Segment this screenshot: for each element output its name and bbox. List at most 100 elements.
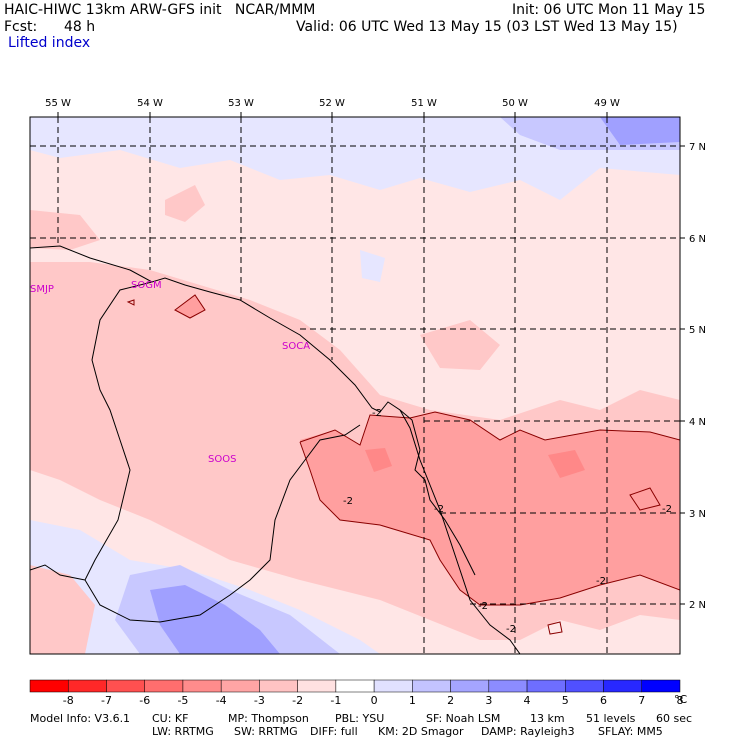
lon-label: 54 W xyxy=(137,98,163,109)
footer-sflay: SFLAY: MM5 xyxy=(598,725,663,738)
colorbar-swatch xyxy=(488,679,528,693)
lon-label: 55 W xyxy=(45,98,71,109)
lifted-index-field xyxy=(30,117,680,654)
colorbar xyxy=(29,679,681,693)
footer-damp: DAMP: Rayleigh3 xyxy=(481,725,575,738)
footer-cu: CU: KF xyxy=(152,712,189,725)
lat-label: 7 N xyxy=(689,142,706,153)
contour-label: -2 xyxy=(343,496,353,507)
footer-lw: LW: RRTMG xyxy=(152,725,214,738)
colorbar-swatch xyxy=(603,679,643,693)
footer-timestep: 60 sec xyxy=(656,712,693,725)
border-suriname xyxy=(84,281,361,623)
field-deep-blue-sw xyxy=(150,585,280,654)
contour-small-4 xyxy=(547,621,563,635)
map-frame xyxy=(29,116,681,655)
contour-small-1 xyxy=(126,299,135,306)
colorbar-swatch xyxy=(526,679,566,693)
contour-label: -2 xyxy=(506,624,516,635)
footer-sw: SW: RRTMG xyxy=(234,725,298,738)
contour-label: -2 xyxy=(434,504,444,515)
top-ticks xyxy=(57,112,608,117)
station-labels: SMJP SOGM SOCA SOOS xyxy=(30,280,310,465)
colorbar-swatch xyxy=(67,679,107,693)
footer-sf: SF: Noah LSM xyxy=(426,712,501,725)
colorbar-swatch xyxy=(259,679,298,693)
colorbar-tick-label: 2 xyxy=(447,694,455,707)
field-pink-spot-2 xyxy=(548,450,585,478)
colorbar-swatch xyxy=(29,679,69,693)
contour-small-2 xyxy=(174,294,206,319)
lat-label: 3 N xyxy=(689,509,706,520)
field-name: Lifted index xyxy=(8,35,91,51)
colorbar-swatch xyxy=(297,679,337,693)
colorbar-swatch xyxy=(641,679,681,693)
contour-label: -2 xyxy=(478,601,488,612)
lon-label: 49 W xyxy=(594,98,620,109)
footer-diff: DIFF: full xyxy=(310,725,358,738)
lon-label: 50 W xyxy=(502,98,528,109)
colorbar-tick-label: -7 xyxy=(100,694,112,707)
station-sogm: SOGM xyxy=(131,280,162,291)
valid-time: Valid: 06 UTC Wed 13 May 15 (03 LST Wed … xyxy=(296,19,678,35)
footer-pbl: PBL: YSU xyxy=(335,712,385,725)
colorbar-swatch xyxy=(106,679,145,693)
colorbar-unit: °C xyxy=(674,693,688,706)
field-pink-patch-2 xyxy=(30,210,100,250)
colorbar-tick-label: 1 xyxy=(408,694,416,707)
contour-label: -2 xyxy=(662,504,672,515)
field-pink-sw xyxy=(30,565,95,654)
colorbar-tick-label: -2 xyxy=(292,694,304,707)
colorbar-swatch xyxy=(182,679,222,693)
coastline xyxy=(30,245,521,654)
lat-label: 5 N xyxy=(689,325,706,336)
lon-labels: 55 W 54 W 53 W 52 W 51 W 50 W 49 W xyxy=(45,98,620,109)
contour-label: -2 xyxy=(596,576,606,587)
field-light-blue-patch xyxy=(360,250,385,282)
coastlines xyxy=(30,245,521,654)
lat-label: 6 N xyxy=(689,234,706,245)
lat-labels: 7 N 6 N 5 N 4 N 3 N 2 N xyxy=(689,142,706,611)
footer-km: KM: 2D Smagor xyxy=(378,725,464,738)
contours xyxy=(126,294,680,635)
footer-model-info: Model Info: V3.6.1 xyxy=(30,712,131,725)
border-sw xyxy=(30,564,86,581)
lat-lon-grid xyxy=(30,117,680,654)
field-pink-spot-1 xyxy=(365,448,392,472)
footer-resolution: 13 km xyxy=(530,712,565,725)
border-french-guiana xyxy=(399,409,476,576)
forecast-hour: 48 h xyxy=(64,19,96,35)
station-smjp: SMJP xyxy=(30,284,54,295)
contour-labels: -2 -2 -2 -2 -2 -2 -2 xyxy=(343,408,672,635)
colorbar-tick-label: 0 xyxy=(370,694,378,707)
colorbar-tick-label: -8 xyxy=(62,694,74,707)
right-ticks xyxy=(680,145,685,605)
lat-label: 4 N xyxy=(689,417,706,428)
lon-label: 51 W xyxy=(411,98,437,109)
colorbar-tick-label: 7 xyxy=(638,694,646,707)
forecast-label: Fcst: xyxy=(4,19,38,35)
contour-north xyxy=(299,411,680,446)
colorbar-swatch xyxy=(450,679,490,693)
colorbar-tick-label: 8 xyxy=(676,694,684,707)
colorbar-swatch xyxy=(565,679,604,693)
colorbar-tick-label: -6 xyxy=(139,694,151,707)
model-title: HAIC-HIWC 13km ARW-GFS init NCAR/MMM xyxy=(4,2,316,18)
contour-small-3 xyxy=(629,487,661,511)
colorbar-swatch xyxy=(373,679,413,693)
colorbar-swatch xyxy=(144,679,184,693)
colorbar-tick-label: -3 xyxy=(253,694,265,707)
colorbar-swatch xyxy=(220,679,260,693)
lon-label: 53 W xyxy=(228,98,254,109)
field-pink-patch-3 xyxy=(420,320,500,370)
footer-levels: 51 levels xyxy=(586,712,636,725)
colorbar-tick-label: 3 xyxy=(485,694,493,707)
colorbar-tick-label: -5 xyxy=(177,694,189,707)
station-soca: SOCA xyxy=(282,341,310,352)
contour-south xyxy=(299,441,680,606)
field-light-blue-north xyxy=(30,117,680,200)
colorbar-tick-label: 4 xyxy=(523,694,531,707)
field-pink-patch-1 xyxy=(165,185,205,222)
colorbar-tick-label: 6 xyxy=(600,694,608,707)
